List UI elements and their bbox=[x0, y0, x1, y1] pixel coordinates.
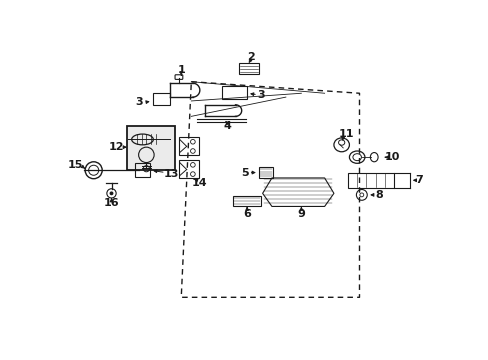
Text: 4: 4 bbox=[224, 121, 231, 131]
Text: 1: 1 bbox=[177, 65, 185, 75]
Text: 3: 3 bbox=[135, 98, 142, 108]
Text: 2: 2 bbox=[246, 52, 254, 62]
Bar bbox=[258, 167, 272, 178]
Bar bbox=[239, 63, 258, 74]
Text: 6: 6 bbox=[243, 209, 250, 219]
Text: 11: 11 bbox=[338, 129, 353, 139]
Text: 5: 5 bbox=[241, 167, 248, 177]
Text: 10: 10 bbox=[385, 152, 400, 162]
Text: 12: 12 bbox=[109, 142, 124, 152]
Text: 3: 3 bbox=[257, 90, 264, 100]
Circle shape bbox=[109, 192, 113, 195]
Text: 15: 15 bbox=[67, 160, 82, 170]
Text: 7: 7 bbox=[414, 175, 422, 185]
Text: 13: 13 bbox=[163, 169, 179, 179]
Text: 8: 8 bbox=[374, 190, 382, 200]
Text: 9: 9 bbox=[297, 209, 305, 219]
Bar bbox=[127, 126, 175, 170]
Text: 14: 14 bbox=[191, 178, 206, 188]
Text: 16: 16 bbox=[103, 198, 119, 208]
